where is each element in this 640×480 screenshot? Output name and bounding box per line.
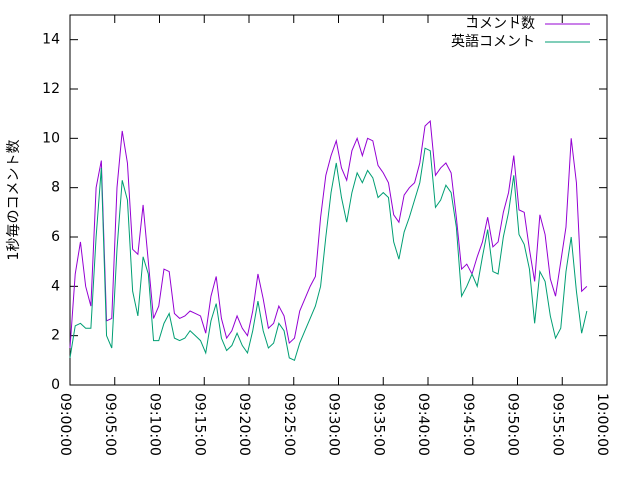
x-tick-label: 09:45:00: [460, 393, 476, 456]
x-tick-label: 09:55:00: [549, 393, 565, 456]
y-axis-label: 1秒毎のコメント数: [6, 140, 22, 261]
series-line: [69, 120, 588, 349]
x-tick-label: 09:00:00: [57, 393, 73, 456]
y-tick-label: 14: [42, 32, 60, 48]
y-tick-label: 2: [51, 328, 60, 344]
x-tick-label: 09:30:00: [326, 393, 342, 456]
y-tick-label: 8: [51, 180, 60, 196]
x-tick-label: 09:20:00: [236, 393, 252, 456]
x-tick-label: 09:50:00: [505, 393, 521, 456]
x-tick-label: 09:25:00: [281, 393, 297, 456]
x-tick-label: 09:35:00: [370, 393, 386, 456]
y-tick-label: 12: [42, 81, 60, 97]
x-tick-label: 09:15:00: [191, 393, 207, 456]
y-tick-label: 4: [51, 278, 60, 294]
y-tick-label: 10: [42, 130, 60, 146]
x-tick-label: 09:40:00: [415, 393, 431, 456]
plot-border: [69, 14, 608, 386]
legend-label: コメント数: [465, 16, 535, 32]
y-tick-label: 0: [51, 377, 60, 393]
x-tick-label: 10:00:00: [594, 393, 610, 456]
y-tick-label: 6: [51, 229, 60, 245]
legend-label: 英語コメント: [451, 33, 535, 50]
x-tick-label: 09:10:00: [147, 393, 163, 456]
series-line: [69, 147, 588, 362]
x-tick-label: 09:05:00: [102, 393, 118, 456]
